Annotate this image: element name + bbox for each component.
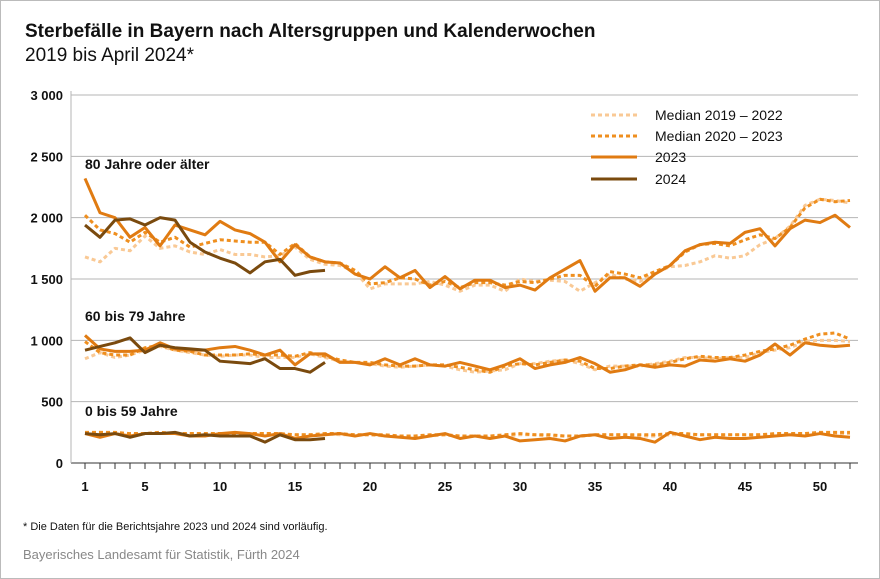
series-line-median-2020-2023 [83,197,851,290]
footnote: * Die Daten für die Berichtsjahre 2023 u… [23,521,328,533]
y-tick-label: 2 000 [30,211,63,226]
chart-subtitle: 2019 bis April 2024* [25,45,195,66]
legend-label: Median 2020 – 2023 [655,128,783,144]
chart-title: Sterbefälle in Bayern nach Altersgruppen… [25,21,596,42]
y-tick-label: 1 000 [30,333,63,348]
group-label: 60 bis 79 Jahre [85,308,186,324]
x-tick-label: 15 [288,479,302,494]
group-label: 80 Jahre oder älter [85,156,210,172]
x-tick-label: 1 [81,479,88,494]
x-tick-label: 50 [813,479,827,494]
y-tick-label: 2 500 [30,149,63,164]
series-line-2023 [83,177,851,293]
x-tick-label: 10 [213,479,227,494]
series-line-2024 [84,336,326,374]
x-tick-label: 5 [141,479,148,494]
x-tick-label: 40 [663,479,677,494]
series-line-2024 [84,430,326,444]
x-tick-label: 35 [588,479,602,494]
source-note: Bayerisches Landesamt für Statistik, Für… [23,547,300,562]
y-tick-label: 0 [56,456,63,471]
group-label: 0 bis 59 Jahre [85,403,178,419]
x-tick-label: 25 [438,479,452,494]
x-tick-label: 30 [513,479,527,494]
series-line-median-2020-2023 [84,331,851,374]
legend-label: 2023 [655,149,686,165]
x-tick-label: 45 [738,479,752,494]
legend-label: Median 2019 – 2022 [655,107,783,123]
series-line-2024 [84,216,326,277]
y-tick-label: 3 000 [30,88,63,103]
series-line-2023 [83,334,851,374]
legend-label: 2024 [655,171,686,187]
series-line-median-2019-2022 [84,197,851,293]
y-tick-label: 1 500 [30,272,63,287]
x-tick-label: 20 [363,479,377,494]
y-tick-label: 500 [41,395,63,410]
series-line-median-2019-2022 [84,338,851,374]
